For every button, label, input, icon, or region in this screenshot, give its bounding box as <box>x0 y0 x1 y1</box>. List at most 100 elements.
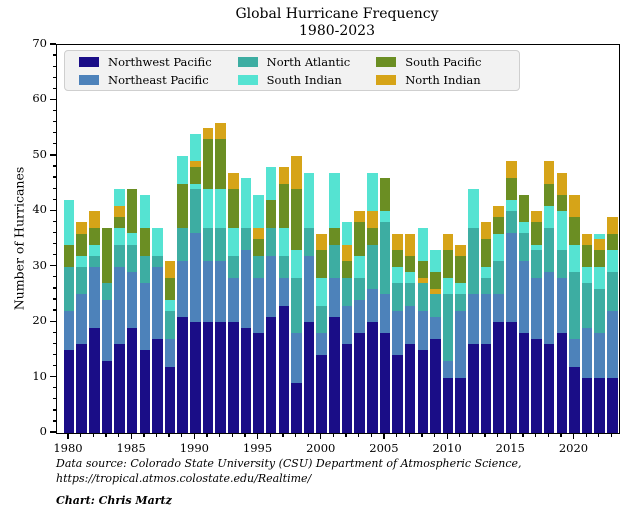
bar-segment-na <box>594 288 606 334</box>
y-tick-label: 0 <box>39 424 47 438</box>
bar-segment-si <box>607 250 618 273</box>
bar-segment-ne <box>366 288 378 323</box>
bar-segment-si <box>152 227 163 256</box>
bar-segment-si <box>417 227 429 262</box>
bar-segment-ni <box>480 222 492 240</box>
bar-2009 <box>430 250 441 433</box>
bar-segment-nw <box>202 322 214 433</box>
bar-2018 <box>543 161 555 433</box>
bar-segment-si <box>341 222 353 245</box>
bar-segment-ne <box>278 277 290 306</box>
y-tick-label: 60 <box>32 91 47 106</box>
bar-segment-ne <box>531 277 542 339</box>
bar-segment-ni <box>366 211 378 228</box>
x-tick-label: 1995 <box>242 441 273 455</box>
bar-segment-ni <box>556 172 568 195</box>
legend-column: South Pacific North Indian <box>376 55 481 87</box>
x-tick-label: 2020 <box>558 441 589 455</box>
x-minor-tick <box>358 433 360 437</box>
x-minor-tick <box>282 433 284 437</box>
bar-segment-sp <box>253 239 264 256</box>
bar-segment-na <box>607 272 618 312</box>
bar-segment-sp <box>190 167 201 184</box>
y-minor-tick <box>52 87 56 90</box>
bar-1987 <box>152 227 163 433</box>
y-major-tick <box>50 98 56 101</box>
bar-segment-ne <box>607 311 618 378</box>
bar-segment-ni <box>190 161 201 167</box>
bar-segment-si <box>581 266 593 284</box>
bar-2021 <box>581 233 593 433</box>
bar-segment-si <box>164 300 176 312</box>
plot-area <box>56 44 620 434</box>
bar-segment-ne <box>430 316 441 339</box>
bar-segment-sp <box>114 216 125 228</box>
bar-2005 <box>379 178 391 433</box>
bar-segment-ne <box>202 261 214 323</box>
bar-1997 <box>278 167 290 433</box>
bar-segment-si <box>493 233 504 262</box>
bar-segment-nw <box>177 316 189 433</box>
chart-credit: Chart: Chris Martz <box>56 494 172 507</box>
y-major-tick <box>50 431 56 433</box>
y-major-tick <box>50 375 56 378</box>
bar-segment-sp <box>366 227 378 245</box>
x-tick-label: 2000 <box>306 441 336 455</box>
bar-segment-ne <box>265 255 277 317</box>
legend-label-na: North Atlantic <box>266 54 351 69</box>
bar-segment-sp <box>164 277 176 301</box>
x-tick-label: 2015 <box>495 441 525 455</box>
bar-segment-ne <box>442 360 454 378</box>
bar-segment-si <box>366 172 378 212</box>
bar-segment-ni <box>253 227 264 240</box>
bar-segment-sp <box>417 261 429 278</box>
bar-segment-na <box>392 283 403 312</box>
bar-segment-na <box>480 277 492 295</box>
bar-segment-ni <box>114 205 125 217</box>
y-minor-tick <box>52 409 56 411</box>
bar-segment-si <box>354 255 365 278</box>
bar-segment-na <box>442 294 454 361</box>
bar-segment-sp <box>430 272 441 289</box>
bar-segment-nw <box>518 333 530 433</box>
x-minor-tick <box>269 433 271 437</box>
bar-segment-na <box>190 189 201 234</box>
bar-segment-sp <box>531 222 542 245</box>
bar-segment-ne <box>316 333 328 356</box>
x-minor-tick <box>181 433 183 437</box>
bar-segment-si <box>518 222 530 234</box>
y-axis-label: Number of Hurricanes <box>11 166 27 311</box>
y-minor-tick <box>52 109 56 112</box>
bar-segment-sp <box>126 189 138 234</box>
bar-segment-sp <box>63 244 75 267</box>
bar-segment-ne <box>76 294 87 345</box>
x-minor-tick <box>547 433 549 437</box>
bar-1999 <box>303 172 315 433</box>
bar-segment-si <box>543 205 555 228</box>
bar-segment-na <box>240 227 252 251</box>
bar-segment-si <box>190 183 201 190</box>
x-minor-tick <box>459 433 461 437</box>
bar-1981 <box>76 222 87 433</box>
bar-segment-ne <box>518 261 530 334</box>
bar-segment-na <box>417 283 429 312</box>
y-minor-tick <box>52 298 56 300</box>
y-minor-tick <box>52 254 56 256</box>
x-minor-tick <box>155 433 158 437</box>
x-major-tick <box>446 433 448 440</box>
bar-segment-ne <box>379 294 391 334</box>
x-major-tick <box>67 433 69 440</box>
x-tick-label: 1985 <box>116 441 146 455</box>
chart-title-line1: Global Hurricane Frequency <box>235 6 439 22</box>
bar-segment-na <box>202 227 214 262</box>
bar-1986 <box>139 194 151 433</box>
y-minor-tick <box>52 242 56 245</box>
bar-segment-ni <box>543 161 555 184</box>
x-minor-tick <box>585 433 587 437</box>
bar-segment-ne <box>152 266 163 339</box>
bar-2017 <box>531 211 542 433</box>
bar-segment-na <box>569 272 580 339</box>
x-minor-tick <box>534 433 537 437</box>
bar-segment-na <box>366 244 378 289</box>
